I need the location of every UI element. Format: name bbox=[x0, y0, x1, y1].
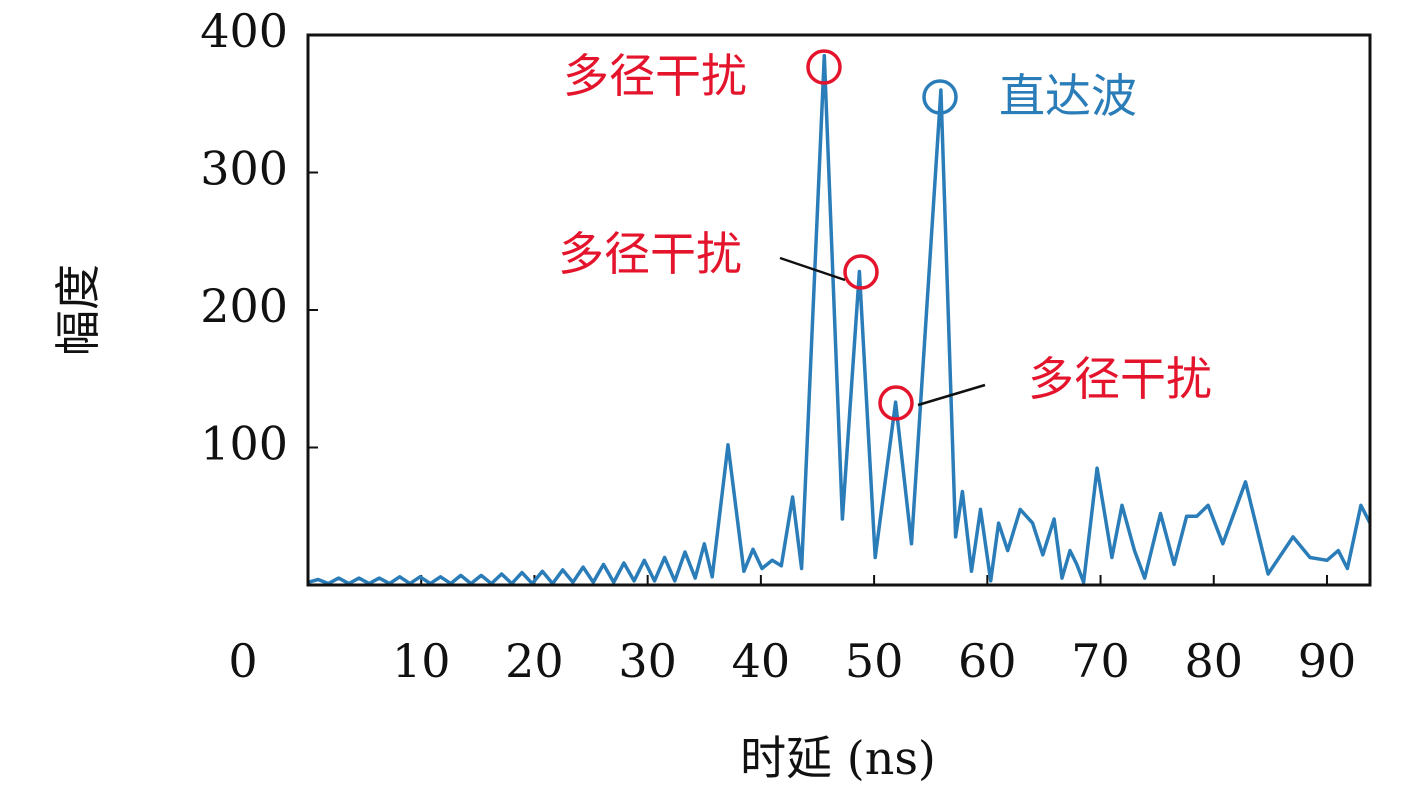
annotation-text: 直达波 bbox=[999, 69, 1137, 123]
y-tick-label: 200 bbox=[200, 279, 288, 333]
annotation-circle bbox=[806, 49, 842, 85]
x-tick-label: 20 bbox=[505, 634, 564, 688]
y-tick-label: 300 bbox=[200, 142, 288, 196]
x-tick-label: 60 bbox=[958, 634, 1017, 688]
annotation-leader bbox=[917, 383, 986, 407]
annotation-circle bbox=[922, 79, 958, 115]
annotation-circle bbox=[878, 385, 914, 421]
plot-frame bbox=[306, 33, 1372, 587]
x-tick-label: 70 bbox=[1071, 634, 1130, 688]
x-tick-label: 30 bbox=[618, 634, 677, 688]
annotation-circle bbox=[843, 254, 879, 290]
annotation-text: 多径干扰 bbox=[563, 49, 747, 103]
annotation-leader bbox=[779, 256, 846, 282]
x-tick-label: 40 bbox=[732, 634, 791, 688]
data-line bbox=[307, 53, 1372, 586]
x-tick-label: 80 bbox=[1184, 634, 1243, 688]
y-axis-label: 幅度 bbox=[51, 264, 105, 356]
x-tick-label: 10 bbox=[392, 634, 451, 688]
x-tick-label: 0 bbox=[228, 634, 257, 688]
x-axis-label: 时延 (ns) bbox=[740, 731, 936, 785]
annotation-text: 多径干扰 bbox=[1028, 352, 1212, 406]
y-tick-label: 400 bbox=[200, 4, 288, 58]
y-tick-label: 100 bbox=[200, 417, 288, 471]
annotation-text: 多径干扰 bbox=[558, 227, 742, 281]
x-tick-label: 50 bbox=[845, 634, 904, 688]
x-tick-label: 90 bbox=[1298, 634, 1357, 688]
